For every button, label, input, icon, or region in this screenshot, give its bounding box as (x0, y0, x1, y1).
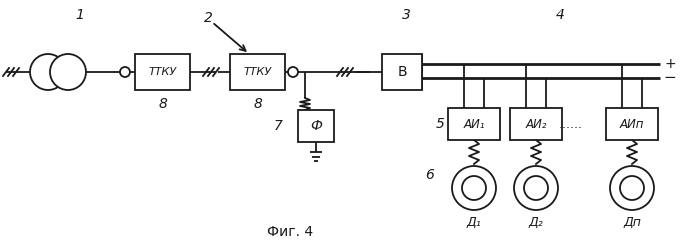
Bar (230, 54, 285, 90)
Circle shape (610, 166, 654, 210)
Circle shape (288, 67, 298, 77)
Text: +: + (664, 57, 676, 71)
Circle shape (50, 54, 86, 90)
Text: АИ₂: АИ₂ (525, 118, 547, 130)
Circle shape (452, 166, 496, 210)
Circle shape (120, 67, 130, 77)
Text: АИ₁: АИ₁ (463, 118, 484, 130)
Text: Д₁: Д₁ (467, 215, 482, 228)
Text: 8: 8 (159, 97, 168, 111)
Text: Дп: Дп (623, 215, 641, 228)
Text: Ф: Ф (310, 119, 322, 133)
Text: Д₂: Д₂ (528, 215, 543, 228)
Text: Фиг. 4: Фиг. 4 (267, 225, 313, 239)
Text: В: В (397, 65, 407, 79)
Circle shape (620, 176, 644, 200)
Text: 6: 6 (426, 168, 435, 182)
Text: 2: 2 (203, 11, 212, 25)
Text: АИп: АИп (620, 118, 644, 130)
Text: 5: 5 (435, 117, 445, 131)
Text: ТТКУ: ТТКУ (243, 67, 272, 77)
Bar (135, 54, 190, 90)
Text: 7: 7 (273, 119, 282, 133)
Text: −: − (663, 70, 677, 85)
Text: 1: 1 (75, 8, 85, 22)
Bar (510, 108, 562, 140)
Text: ТТКУ: ТТКУ (148, 67, 177, 77)
Circle shape (514, 166, 558, 210)
Text: ......: ...... (559, 118, 583, 130)
Text: 8: 8 (254, 97, 262, 111)
Bar (606, 108, 658, 140)
Bar (448, 108, 500, 140)
Bar (382, 54, 422, 90)
Bar (298, 110, 334, 142)
Text: 4: 4 (556, 8, 564, 22)
Circle shape (462, 176, 486, 200)
Circle shape (524, 176, 548, 200)
Text: 3: 3 (401, 8, 410, 22)
Circle shape (30, 54, 66, 90)
